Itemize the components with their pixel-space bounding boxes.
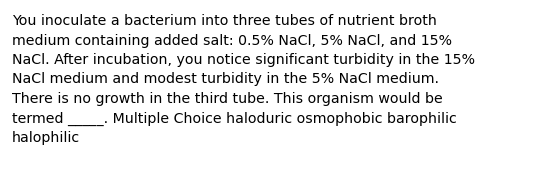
Text: You inoculate a bacterium into three tubes of nutrient broth
medium containing a: You inoculate a bacterium into three tub… — [12, 14, 475, 145]
